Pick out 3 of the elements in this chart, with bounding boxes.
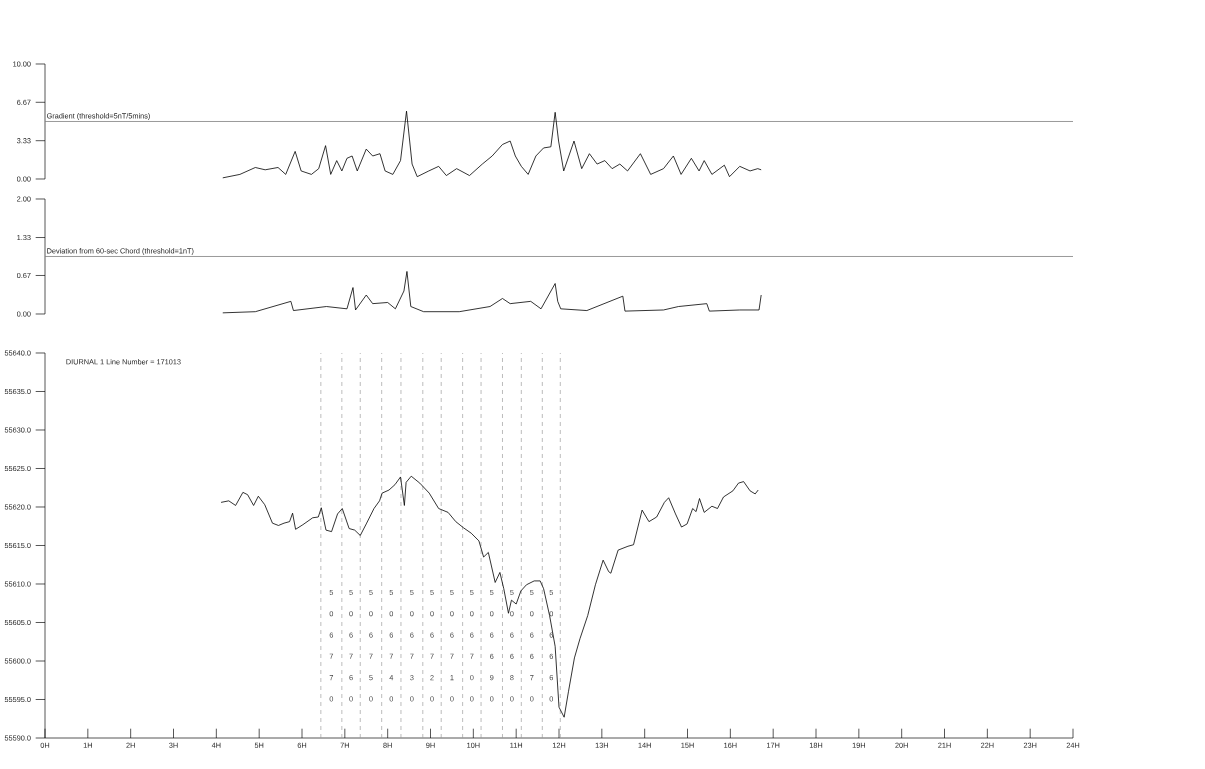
line-series [222,271,762,314]
line-series [222,110,762,179]
line-series [220,475,759,718]
